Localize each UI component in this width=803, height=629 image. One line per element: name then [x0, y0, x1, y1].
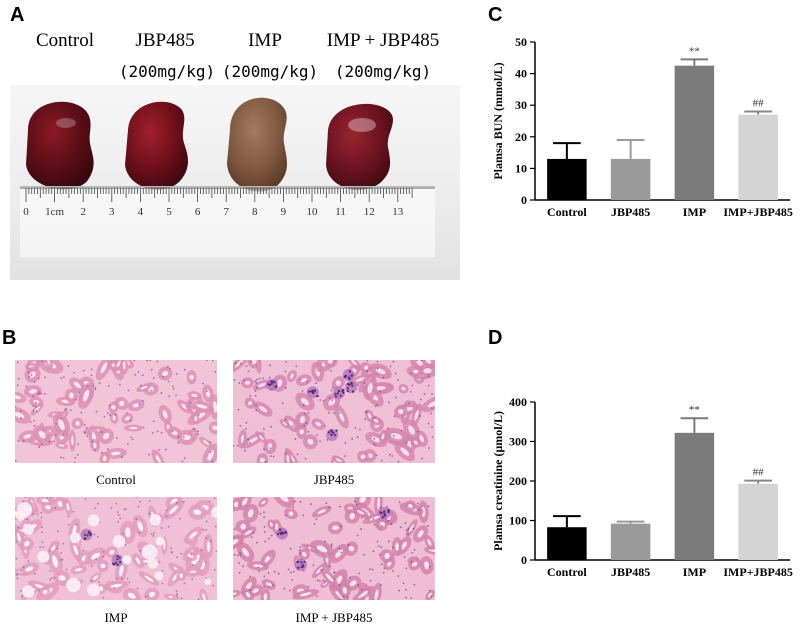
- x-tick-label: IMP: [683, 565, 706, 579]
- bar: [674, 65, 715, 200]
- ruler-number: 11: [335, 206, 346, 218]
- y-tick-label: 50: [515, 35, 527, 49]
- bar: [674, 432, 715, 560]
- significance-label: **: [689, 404, 700, 416]
- y-axis-label: Plamsa creatinine (μmol/L): [491, 411, 505, 551]
- kidney-label-jbp485: JBP485: [135, 30, 195, 51]
- x-tick-label: IMP+JBP485: [723, 565, 793, 579]
- ruler: 0 1cm 2 3 4 5 6 7 8 9 10 11 12 13: [20, 186, 435, 257]
- significance-label: ##: [753, 467, 765, 479]
- y-tick-label: 0: [521, 553, 527, 567]
- panel-letter-d: D: [488, 327, 503, 349]
- ruler-number: 9: [281, 206, 287, 218]
- y-tick-label: 20: [515, 130, 527, 144]
- kidney-control: [26, 101, 94, 190]
- ruler-number: 6: [195, 206, 201, 218]
- y-tick-label: 40: [515, 67, 527, 81]
- kidney-dose-imp: (200mg/kg): [221, 62, 319, 81]
- bar: [738, 483, 778, 560]
- x-tick-label: Control: [547, 565, 587, 579]
- bar: [547, 527, 587, 560]
- panel-letter-c: C: [488, 4, 503, 26]
- ruler-number: 10: [307, 206, 319, 218]
- histology-caption-imp-jbp485: IMP + JBP485: [295, 610, 373, 625]
- ruler-number: 0: [23, 206, 29, 218]
- ruler-number: 2: [80, 206, 86, 218]
- ruler-number: 4: [138, 206, 144, 218]
- bar: [610, 523, 651, 560]
- ruler-number: 1cm: [45, 206, 64, 218]
- ruler-number: 7: [223, 206, 229, 218]
- y-tick-label: 10: [515, 161, 527, 175]
- kidney-label-imp: IMP: [248, 30, 282, 51]
- x-tick-label: Control: [547, 205, 587, 219]
- y-tick-label: 100: [509, 514, 527, 528]
- y-axis-label: Plamsa BUN (mmol/L): [491, 62, 505, 179]
- panel-letter-a: A: [10, 4, 25, 26]
- ruler-number: 8: [252, 206, 258, 218]
- kidney-imp: [227, 97, 287, 192]
- chart-creatinine: 0 100 200 300 400 Plamsa creatinine (μmol/L) C…: [491, 395, 793, 579]
- kidney-dose-jbp485: (200mg/kg): [118, 62, 216, 81]
- ruler-number: 3: [109, 206, 115, 218]
- y-tick-label: 30: [515, 98, 527, 112]
- panel-letter-b: B: [2, 327, 17, 349]
- kidney-shapes: [26, 97, 393, 192]
- y-tick-label: 300: [509, 435, 527, 449]
- ruler-scale: 0 1cm 2 3 4 5 6 7 8 9 10 11 12 13: [20, 187, 435, 218]
- kidney-dose-imp-jbp485: (200mg/kg): [334, 62, 432, 81]
- kidney-label-imp-jbp485: IMP + JBP485: [326, 30, 440, 51]
- histology-imp-jbp485: [233, 497, 435, 600]
- y-tick-label: 400: [509, 395, 527, 409]
- chart-bun: 0 10 20 30 40 50 Plamsa BUN (mmol/L) Control JBP…: [491, 35, 793, 219]
- significance-label: ##: [753, 98, 765, 110]
- x-tick-label: IMP+JBP485: [723, 205, 793, 219]
- x-tick-label: IMP: [683, 205, 706, 219]
- histology-caption-jbp485: JBP485: [313, 472, 355, 487]
- ruler-number: 13: [392, 206, 404, 218]
- kidney-imp-jbp485: [326, 103, 393, 190]
- y-tick-label: 0: [521, 193, 527, 207]
- ruler-number: 5: [166, 206, 172, 218]
- histology-control: [15, 360, 217, 463]
- histology-jbp485: [233, 360, 435, 463]
- bar: [738, 114, 778, 200]
- x-tick-label: JBP485: [611, 205, 650, 219]
- bar: [610, 158, 651, 200]
- kidney-jbp485: [125, 101, 188, 190]
- kidney-label-control: Control: [35, 30, 95, 51]
- y-tick-label: 200: [509, 474, 527, 488]
- histology-caption-imp: IMP: [104, 610, 128, 625]
- x-tick-label: JBP485: [611, 565, 650, 579]
- histology-imp: [15, 497, 217, 600]
- significance-label: **: [689, 45, 700, 57]
- kidney-photo: 0 1cm 2 3 4 5 6 7 8 9 10 11 12 13: [10, 85, 460, 280]
- ruler-number: 12: [364, 206, 375, 218]
- histology-caption-control: Control: [96, 472, 136, 487]
- bar: [547, 158, 587, 200]
